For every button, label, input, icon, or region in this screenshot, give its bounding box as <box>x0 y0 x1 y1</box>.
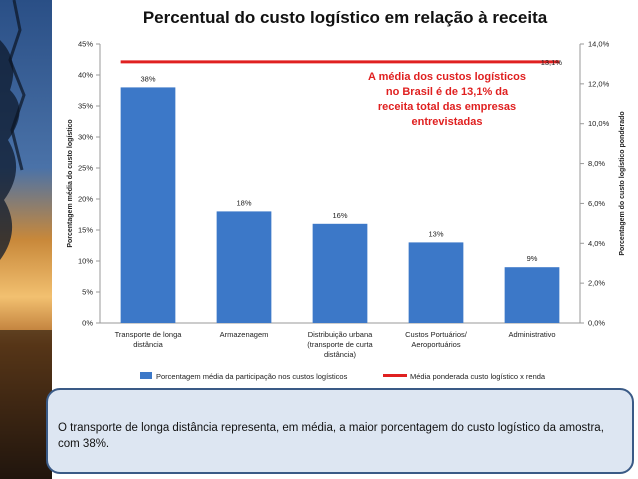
bar <box>216 211 272 323</box>
category-label: Aeroportuários <box>411 340 460 349</box>
bar <box>504 267 560 323</box>
legend-label-line: Média ponderada custo logístico x renda <box>410 372 546 381</box>
legend-label-bars: Porcentagem média da participação nos cu… <box>156 372 348 381</box>
y2-tick-label: 14,0% <box>588 40 610 49</box>
category-label: (transporte de curta <box>307 340 373 349</box>
annotation-line: no Brasil é de 13,1% da <box>386 86 509 98</box>
bar-data-label: 9% <box>527 254 538 263</box>
bars <box>120 87 560 324</box>
legend: Porcentagem média da participação nos cu… <box>140 372 546 381</box>
y-tick-label: 25% <box>78 164 93 173</box>
category-label: distância) <box>324 350 357 359</box>
annotation-text: A média dos custos logísticos no Brasil é… <box>368 71 526 128</box>
annotation-line: A média dos custos logísticos <box>368 71 526 83</box>
category-label: Distribuição urbana <box>308 330 373 339</box>
bar-data-labels: 38% 18% 16% 13% 9% <box>140 74 537 263</box>
y-tick-label: 30% <box>78 133 93 142</box>
y-tick-label: 45% <box>78 40 93 49</box>
y2-tick-label: 6,0% <box>588 199 605 208</box>
category-label: Administrativo <box>508 330 555 339</box>
y2-tick-label: 2,0% <box>588 279 605 288</box>
bar <box>120 87 176 324</box>
legend-swatch-bars <box>140 372 152 379</box>
y-tick-label: 5% <box>82 288 93 297</box>
y-tick-label: 15% <box>78 226 93 235</box>
y-tick-label: 40% <box>78 71 93 80</box>
y-axis-label: Porcentagem média do custo logístico <box>67 119 74 247</box>
y-axis-ticks: 0% 5% 10% 15% 20% 25% 30% 35% 40% 45% <box>78 40 100 328</box>
decorative-sidebar-image <box>0 0 52 479</box>
y2-axis-ticks: 0,0% 2,0% 4,0% 6,0% 8,0% 10,0% 12,0% 14,0% <box>580 40 610 328</box>
bar <box>408 242 464 323</box>
category-label: distância <box>133 340 163 349</box>
y-tick-label: 0% <box>82 319 93 328</box>
bar-data-label: 18% <box>236 198 251 207</box>
annotation-line: entrevistadas <box>412 116 483 128</box>
bar <box>312 223 368 323</box>
y-tick-label: 35% <box>78 102 93 111</box>
caption-text: O transporte de longa distância represen… <box>58 422 604 450</box>
average-line-label: 13,1% <box>541 58 563 67</box>
bar-chart: 38%18%16%13%9% Transporte de longadistân… <box>67 40 626 382</box>
bar-data-label: 13% <box>428 229 443 238</box>
y-tick-label: 10% <box>78 257 93 266</box>
category-label: Transporte de longa <box>115 330 183 339</box>
y2-tick-label: 4,0% <box>588 239 605 248</box>
y2-tick-label: 0,0% <box>588 319 605 328</box>
caption-box: O transporte de longa distância represen… <box>46 388 634 474</box>
average-line: 13,1% <box>120 58 563 67</box>
y2-tick-label: 8,0% <box>588 159 605 168</box>
y2-tick-label: 12,0% <box>588 79 610 88</box>
annotation-line: receita total das empresas <box>378 101 516 113</box>
slide-title: Percentual do custo logístico em relação… <box>142 8 548 27</box>
category-label: Custos Portuários/ <box>405 330 468 339</box>
y-tick-label: 20% <box>78 195 93 204</box>
category-label: Armazenagem <box>220 330 269 339</box>
bar-data-label: 16% <box>332 211 347 220</box>
y2-axis-label: Porcentagem do custo logístico ponderado <box>619 111 626 255</box>
y2-tick-label: 10,0% <box>588 119 610 128</box>
bar-data-label: 38% <box>140 74 155 83</box>
